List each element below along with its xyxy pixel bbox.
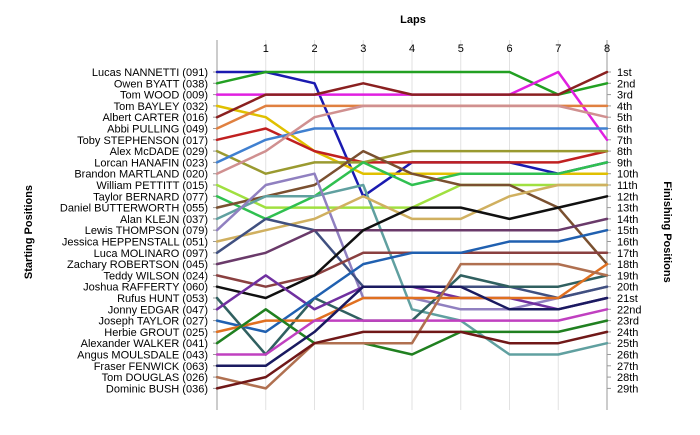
finishing-position-label: 15th bbox=[617, 225, 638, 237]
driver-label: Jessica HEPPENSTALL (051) bbox=[62, 237, 208, 249]
driver-label: Lewis THOMPSON (079) bbox=[85, 225, 208, 237]
driver-label: Tom DOUGLAS (026) bbox=[102, 372, 208, 384]
driver-label: Dominic BUSH (036) bbox=[106, 383, 208, 395]
finishing-position-label: 20th bbox=[617, 282, 638, 294]
lap-tick-label: 5 bbox=[458, 43, 464, 55]
lap-tick-labels: 1 2 3 4 5 6 7 8 bbox=[263, 43, 610, 55]
driver-position-line bbox=[215, 217, 609, 266]
driver-label: Angus MOULSDALE (043) bbox=[77, 350, 208, 362]
driver-label: Joshua RAFFERTY (060) bbox=[83, 282, 208, 294]
finishing-position-label: 14th bbox=[617, 214, 638, 226]
driver-position-line bbox=[215, 285, 609, 368]
finishing-position-label: 3rd bbox=[617, 90, 633, 102]
finishing-position-label: 19th bbox=[617, 270, 638, 282]
driver-label: Zachary ROBERTSON (045) bbox=[67, 259, 208, 271]
driver-label: Toby STEPHENSON (017) bbox=[77, 135, 208, 147]
driver-label: Alex McDADE (029) bbox=[110, 146, 208, 158]
driver-label: Fraser FENWICK (063) bbox=[94, 361, 208, 373]
driver-label: Albert CARTER (016) bbox=[102, 112, 208, 124]
driver-position-line bbox=[215, 308, 609, 356]
series-lines bbox=[215, 70, 609, 390]
finishing-position-label: 27th bbox=[617, 361, 638, 373]
finishing-position-labels: 1st2nd3rd4th5th6th7th8th9th10th11th12th1… bbox=[617, 67, 641, 395]
driver-label: Abbi PULLING (049) bbox=[107, 124, 208, 136]
finishing-position-label: 21st bbox=[617, 293, 638, 305]
driver-position-line bbox=[215, 127, 609, 164]
driver-label: Jonny EDGAR (047) bbox=[108, 304, 208, 316]
finishing-position-label: 29th bbox=[617, 383, 638, 395]
driver-position-line bbox=[215, 70, 609, 96]
driver-position-line bbox=[215, 161, 609, 221]
finishing-position-label: 2nd bbox=[617, 78, 635, 90]
finishing-position-label: 9th bbox=[617, 157, 632, 169]
driver-label: Tom WOOD (009) bbox=[120, 90, 208, 102]
driver-position-line bbox=[215, 149, 609, 266]
lap-tick-label: 1 bbox=[263, 43, 269, 55]
driver-label: Owen BYATT (038) bbox=[114, 78, 208, 90]
finishing-position-label: 16th bbox=[617, 237, 638, 249]
lap-tick-label: 3 bbox=[360, 43, 366, 55]
driver-label: Alexander WALKER (041) bbox=[81, 338, 208, 350]
finishing-position-label: 6th bbox=[617, 124, 632, 136]
driver-position-line bbox=[215, 70, 609, 119]
finishing-position-label: 11th bbox=[617, 180, 638, 192]
driver-position-line bbox=[215, 104, 609, 175]
driver-label: Daniel BUTTERWORTH (055) bbox=[60, 203, 208, 215]
driver-position-line bbox=[215, 183, 609, 356]
driver-label: Luca MOLINARO (097) bbox=[94, 248, 208, 260]
finishing-position-label: 22nd bbox=[617, 304, 641, 316]
driver-label: Tom BAYLEY (032) bbox=[114, 101, 208, 113]
x-axis-title: Laps bbox=[400, 14, 426, 26]
finishing-position-label: 25th bbox=[617, 338, 638, 350]
lap-tick-label: 4 bbox=[409, 43, 415, 55]
finishing-position-label: 17th bbox=[617, 248, 638, 260]
finishing-position-label: 23rd bbox=[617, 316, 639, 328]
driver-label: William PETTITT (015) bbox=[96, 180, 208, 192]
lap-tick-label: 2 bbox=[311, 43, 317, 55]
finishing-position-label: 28th bbox=[617, 372, 638, 384]
driver-position-line bbox=[215, 149, 609, 175]
driver-label: Taylor BERNARD (077) bbox=[93, 191, 208, 203]
driver-position-line bbox=[215, 183, 609, 243]
driver-label: Lorcan HANAFIN (023) bbox=[94, 157, 208, 169]
driver-label: Brandon MARTLAND (020) bbox=[74, 169, 208, 181]
driver-position-line bbox=[215, 262, 609, 390]
left-axis-title: Starting Positions bbox=[23, 185, 35, 279]
starting-position-labels: Lucas NANNETTI (091)Owen BYATT (038)Tom … bbox=[60, 67, 208, 395]
lap-tick-label: 8 bbox=[604, 43, 610, 55]
driver-position-line bbox=[215, 308, 609, 356]
driver-label: Lucas NANNETTI (091) bbox=[92, 67, 208, 79]
driver-position-line bbox=[215, 195, 609, 300]
lap-tick-label: 7 bbox=[555, 43, 561, 55]
finishing-position-label: 13th bbox=[617, 203, 638, 215]
finishing-position-label: 10th bbox=[617, 169, 638, 181]
lap-tick-label: 6 bbox=[506, 43, 512, 55]
finishing-position-label: 12th bbox=[617, 191, 638, 203]
driver-label: Joseph TAYLOR (027) bbox=[99, 316, 208, 328]
driver-label: Rufus HUNT (053) bbox=[117, 293, 208, 305]
finishing-position-label: 4th bbox=[617, 101, 632, 113]
finishing-position-label: 5th bbox=[617, 112, 632, 124]
finishing-position-label: 1st bbox=[617, 67, 632, 79]
driver-label: Herbie GROUT (025) bbox=[104, 327, 208, 339]
driver-label: Alan KLEJN (037) bbox=[120, 214, 208, 226]
finishing-position-label: 7th bbox=[617, 135, 632, 147]
finishing-position-label: 8th bbox=[617, 146, 632, 158]
driver-position-line bbox=[215, 330, 609, 390]
grid bbox=[213, 40, 611, 410]
right-axis-title: Finishing Positions bbox=[661, 181, 673, 282]
finishing-position-label: 18th bbox=[617, 259, 638, 271]
finishing-position-label: 24th bbox=[617, 327, 638, 339]
finishing-position-label: 26th bbox=[617, 350, 638, 362]
driver-label: Teddy WILSON (024) bbox=[103, 270, 208, 282]
